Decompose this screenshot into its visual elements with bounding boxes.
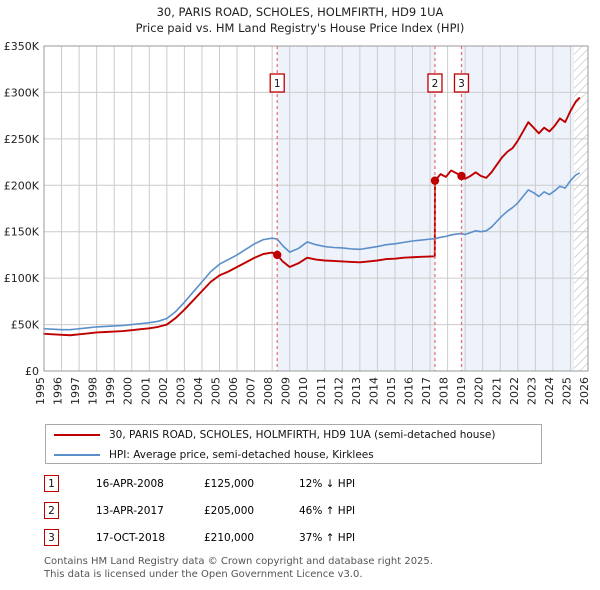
txn-price-3: £210,000 bbox=[204, 531, 255, 544]
x-tick-label: 2022 bbox=[508, 377, 521, 405]
txn-price-1: £125,000 bbox=[204, 477, 255, 490]
legend-swatch-hpi bbox=[54, 454, 100, 456]
x-tick-label: 2016 bbox=[403, 377, 416, 405]
x-tick-label: 2008 bbox=[262, 377, 275, 405]
x-tick-label: 2020 bbox=[473, 377, 486, 405]
x-tick-label: 1999 bbox=[104, 377, 117, 405]
x-tick-label: 2007 bbox=[245, 377, 258, 405]
chart-legend: 30, PARIS ROAD, SCHOLES, HOLMFIRTH, HD9 … bbox=[45, 424, 542, 464]
x-tick-label: 2005 bbox=[209, 377, 222, 405]
marker-badge-box-2 bbox=[427, 73, 443, 93]
marker-badge-box-1 bbox=[269, 73, 285, 93]
x-tick-label: 1998 bbox=[87, 377, 100, 405]
marker-dot-2 bbox=[430, 176, 440, 185]
marker-badge-label-2: 2 bbox=[432, 78, 439, 90]
txn-marker-1: 1 bbox=[44, 475, 59, 492]
txn-date-3: 17-OCT-2018 bbox=[96, 531, 165, 544]
footer-attribution: Contains HM Land Registry data © Crown c… bbox=[44, 556, 584, 581]
txn-delta-1: 12% ↓ HPI bbox=[299, 477, 356, 490]
table-row[interactable]: 1 16-APR-2008 £125,000 12% ↓ HPI bbox=[44, 470, 564, 497]
projection-hatch-band bbox=[573, 46, 588, 371]
x-tick-label: 2003 bbox=[174, 377, 187, 405]
legend-label-hpi: HPI: Average price, semi-detached house,… bbox=[109, 449, 374, 461]
x-tick-label: 1997 bbox=[69, 377, 82, 405]
x-tick-label: 2014 bbox=[367, 377, 380, 405]
x-tick-label: 2001 bbox=[139, 377, 152, 405]
marker-badge-label-1: 1 bbox=[274, 78, 281, 90]
plot-area: £0 £50K £100K £150K £200K £250K £300K £350K 1995… bbox=[4, 40, 591, 405]
x-tick-label: 2011 bbox=[315, 377, 328, 405]
table-row[interactable]: 3 17-OCT-2018 £210,000 37% ↑ HPI bbox=[44, 524, 564, 551]
y-tick-label: £100K bbox=[4, 272, 40, 285]
transactions-table: 1 16-APR-2008 £125,000 12% ↓ HPI 2 13-AP… bbox=[44, 470, 564, 551]
y-tick-label: £350K bbox=[4, 40, 40, 53]
y-tick-label: £150K bbox=[4, 226, 40, 239]
page-title: 30, PARIS ROAD, SCHOLES, HOLMFIRTH, HD9 … bbox=[156, 5, 444, 19]
x-tick-label: 2021 bbox=[490, 377, 503, 405]
x-tick-label: 2023 bbox=[525, 377, 538, 405]
x-tick-label: 1995 bbox=[34, 377, 47, 405]
y-tick-label: £250K bbox=[4, 133, 40, 146]
x-tick-label: 2012 bbox=[332, 377, 345, 405]
y-tick-label: £0 bbox=[25, 365, 39, 378]
marker-dot-3 bbox=[457, 171, 466, 181]
x-tick-label: 2013 bbox=[350, 377, 363, 405]
footer-line-2: This data is licensed under the Open Gov… bbox=[44, 568, 363, 580]
legend-item-property: 30, PARIS ROAD, SCHOLES, HOLMFIRTH, HD9 … bbox=[46, 425, 541, 445]
x-tick-label: 2002 bbox=[157, 377, 170, 405]
x-tick-label: 2010 bbox=[297, 377, 310, 405]
x-tick-label: 2019 bbox=[455, 377, 468, 405]
chart-title-block: 30, PARIS ROAD, SCHOLES, HOLMFIRTH, HD9 … bbox=[0, 4, 600, 36]
x-tick-label: 2015 bbox=[385, 377, 398, 405]
marker-badge-box-3 bbox=[453, 73, 470, 93]
ownership-band-1 bbox=[277, 46, 435, 371]
txn-delta-2: 46% ↑ HPI bbox=[299, 504, 356, 517]
y-tick-label: £300K bbox=[4, 86, 40, 99]
x-tick-label: 2000 bbox=[122, 377, 135, 405]
txn-delta-3: 37% ↑ HPI bbox=[299, 531, 356, 544]
x-tick-label: 2009 bbox=[280, 377, 293, 405]
txn-marker-3: 3 bbox=[44, 529, 59, 546]
marker-dot-1 bbox=[273, 250, 282, 260]
x-tick-label: 2018 bbox=[438, 377, 451, 405]
x-tick-label: 2006 bbox=[227, 377, 240, 405]
x-tick-label: 2017 bbox=[420, 377, 433, 405]
legend-swatch-property bbox=[54, 434, 100, 436]
x-tick-label: 2025 bbox=[560, 377, 573, 405]
plot-frame bbox=[43, 45, 589, 372]
x-tick-label: 2004 bbox=[192, 377, 205, 405]
footer-line-1: Contains HM Land Registry data © Crown c… bbox=[44, 556, 433, 567]
x-tick-label: 2024 bbox=[543, 377, 556, 405]
txn-price-2: £205,000 bbox=[204, 504, 255, 517]
series-line-hpi bbox=[43, 172, 581, 331]
page-subtitle: Price paid vs. HM Land Registry's House … bbox=[135, 21, 465, 35]
table-row[interactable]: 2 13-APR-2017 £205,000 46% ↑ HPI bbox=[44, 497, 564, 524]
x-tick-label: 2026 bbox=[578, 377, 591, 405]
marker-badge-label-3: 3 bbox=[458, 78, 465, 90]
txn-date-2: 13-APR-2017 bbox=[96, 504, 164, 517]
txn-date-1: 16-APR-2008 bbox=[96, 477, 164, 490]
legend-item-hpi: HPI: Average price, semi-detached house,… bbox=[46, 445, 541, 465]
y-tick-label: £200K bbox=[4, 179, 40, 192]
legend-label-property: 30, PARIS ROAD, SCHOLES, HOLMFIRTH, HD9 … bbox=[109, 429, 496, 441]
marker-badge-2[interactable]: 2 bbox=[427, 73, 443, 93]
marker-badge-3[interactable]: 3 bbox=[453, 73, 470, 93]
series-line-property bbox=[43, 97, 581, 337]
x-tick-label: 1996 bbox=[52, 377, 65, 405]
marker-badge-1[interactable]: 1 bbox=[269, 73, 285, 93]
txn-marker-2: 2 bbox=[44, 502, 59, 519]
y-tick-label: £50K bbox=[11, 319, 40, 332]
